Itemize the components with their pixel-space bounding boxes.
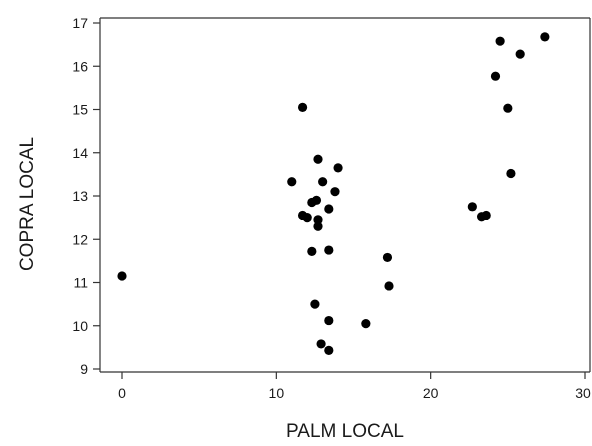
data-point [310, 299, 320, 309]
data-point [313, 154, 323, 164]
data-point [490, 71, 501, 81]
x-tick-label: 20 [423, 385, 439, 401]
data-point [324, 345, 334, 356]
data-point [540, 32, 550, 42]
data-point [384, 281, 394, 291]
data-point [313, 215, 323, 225]
plot-frame [99, 17, 591, 373]
y-axis-title: COPRA LOCAL [17, 137, 38, 271]
data-point [382, 252, 393, 263]
y-tick-label: 10 [72, 318, 88, 334]
data-point [330, 187, 340, 197]
x-tick-label: 30 [575, 385, 591, 401]
y-tick-label: 13 [72, 188, 88, 204]
y-tick-label: 17 [72, 15, 88, 31]
x-axis-title: PALM LOCAL [286, 421, 404, 441]
data-point [333, 163, 343, 173]
data-point [515, 49, 525, 59]
data-point [324, 315, 334, 326]
y-axis: 9 10 11 12 13 14 15 16 17 [72, 15, 100, 377]
data-point [467, 202, 477, 212]
y-tick-label: 15 [72, 102, 88, 118]
data-point [361, 318, 371, 329]
x-tick-label: 0 [118, 385, 126, 401]
y-tick-label: 11 [73, 275, 88, 291]
data-point [318, 177, 328, 187]
y-tick-label: 14 [72, 145, 88, 161]
y-tick-label: 16 [72, 58, 88, 74]
data-point [506, 168, 516, 179]
data-point [307, 246, 317, 256]
data-point [495, 36, 505, 46]
data-point [313, 221, 323, 231]
x-axis: 0 10 20 30 [118, 372, 591, 401]
data-point [316, 339, 326, 349]
data-points [117, 32, 550, 356]
data-point [503, 103, 513, 113]
data-point [311, 195, 322, 205]
y-tick-label: 9 [80, 361, 88, 377]
data-point [324, 245, 334, 255]
data-point [297, 102, 308, 112]
x-tick-label: 10 [269, 385, 285, 401]
data-point [302, 213, 312, 223]
y-tick-label: 12 [72, 231, 88, 247]
data-point [117, 271, 127, 281]
data-point [324, 204, 334, 214]
data-point [481, 210, 491, 221]
data-point [287, 177, 297, 187]
